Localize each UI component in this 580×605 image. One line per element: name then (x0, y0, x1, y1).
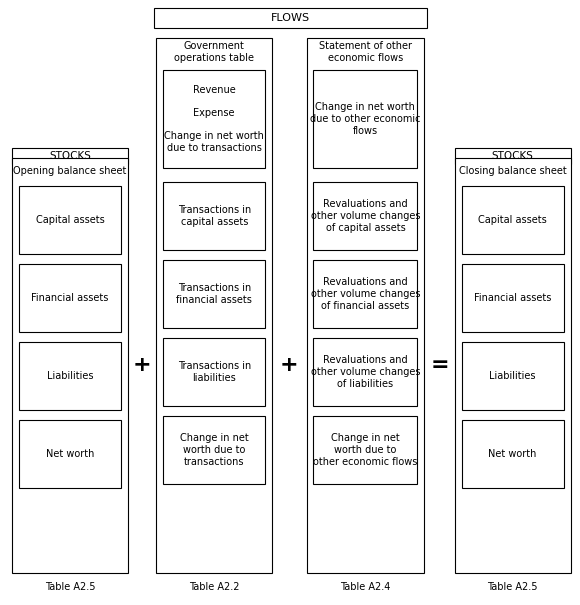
FancyBboxPatch shape (163, 182, 265, 250)
Text: FLOWS: FLOWS (271, 13, 310, 23)
FancyBboxPatch shape (163, 70, 265, 168)
FancyBboxPatch shape (157, 38, 272, 573)
Text: Opening balance sheet: Opening balance sheet (13, 166, 126, 176)
FancyBboxPatch shape (313, 182, 418, 250)
Text: Table A2.4: Table A2.4 (340, 582, 390, 592)
Text: Capital assets: Capital assets (35, 215, 104, 225)
Text: STOCKS: STOCKS (49, 151, 91, 161)
Text: Liabilities: Liabilities (490, 371, 536, 381)
FancyBboxPatch shape (12, 148, 128, 164)
FancyBboxPatch shape (313, 260, 418, 328)
FancyBboxPatch shape (313, 338, 418, 406)
Text: Revaluations and
other volume changes
of capital assets: Revaluations and other volume changes of… (311, 200, 420, 232)
Text: Revaluations and
other volume changes
of liabilities: Revaluations and other volume changes of… (311, 355, 420, 388)
FancyBboxPatch shape (154, 8, 427, 28)
FancyBboxPatch shape (462, 420, 564, 488)
Text: Financial assets: Financial assets (31, 293, 108, 303)
Text: Table A2.2: Table A2.2 (189, 582, 240, 592)
Text: Transactions in
capital assets: Transactions in capital assets (177, 205, 251, 227)
Text: Financial assets: Financial assets (474, 293, 552, 303)
Text: Change in net
worth due to
transactions: Change in net worth due to transactions (180, 433, 249, 466)
FancyBboxPatch shape (19, 420, 121, 488)
FancyBboxPatch shape (462, 264, 564, 332)
FancyBboxPatch shape (163, 260, 265, 328)
FancyBboxPatch shape (455, 148, 571, 164)
Text: Closing balance sheet: Closing balance sheet (459, 166, 567, 176)
Text: Table A2.5: Table A2.5 (487, 582, 538, 592)
FancyBboxPatch shape (19, 186, 121, 254)
Text: Government
operations table: Government operations table (174, 41, 254, 63)
Text: STOCKS: STOCKS (492, 151, 534, 161)
Text: Transactions in
financial assets: Transactions in financial assets (176, 283, 252, 305)
FancyBboxPatch shape (462, 342, 564, 410)
Text: Net worth: Net worth (488, 449, 537, 459)
FancyBboxPatch shape (462, 186, 564, 254)
FancyBboxPatch shape (313, 416, 418, 484)
FancyBboxPatch shape (12, 158, 128, 573)
Text: Liabilities: Liabilities (46, 371, 93, 381)
Text: +: + (133, 355, 151, 375)
FancyBboxPatch shape (163, 338, 265, 406)
FancyBboxPatch shape (163, 416, 265, 484)
FancyBboxPatch shape (306, 38, 425, 573)
Text: Net worth: Net worth (46, 449, 94, 459)
Text: Statement of other
economic flows: Statement of other economic flows (319, 41, 412, 63)
Text: Table A2.5: Table A2.5 (45, 582, 95, 592)
Text: +: + (280, 355, 299, 375)
FancyBboxPatch shape (313, 70, 418, 168)
Text: Revaluations and
other volume changes
of financial assets: Revaluations and other volume changes of… (311, 278, 420, 310)
Text: Change in net
worth due to
other economic flows: Change in net worth due to other economi… (313, 433, 418, 466)
FancyBboxPatch shape (19, 342, 121, 410)
Text: Change in net worth
due to other economic
flows: Change in net worth due to other economi… (310, 102, 420, 136)
Text: Transactions in
liabilities: Transactions in liabilities (177, 361, 251, 383)
FancyBboxPatch shape (19, 264, 121, 332)
Text: =: = (430, 355, 449, 375)
FancyBboxPatch shape (455, 158, 571, 573)
Text: Capital assets: Capital assets (478, 215, 547, 225)
Text: Revenue

Expense

Change in net worth
due to transactions: Revenue Expense Change in net worth due … (164, 85, 264, 153)
